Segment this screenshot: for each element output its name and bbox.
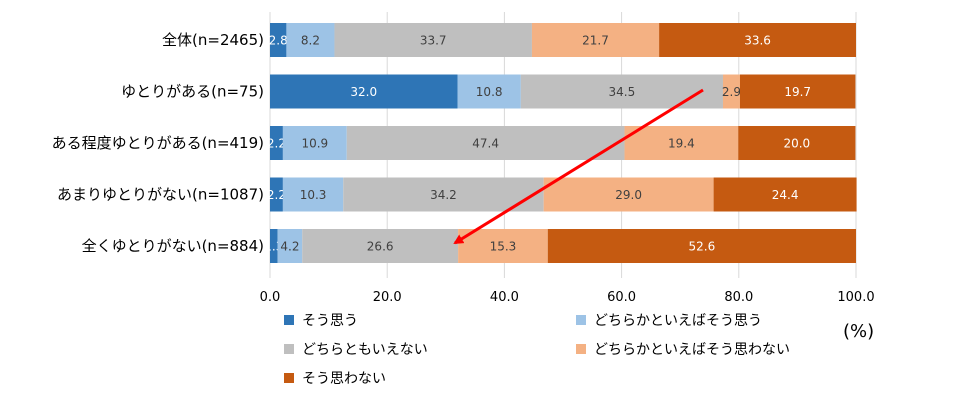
bar-segment bbox=[722, 74, 740, 109]
bar-segment bbox=[282, 126, 347, 160]
bar-segment bbox=[270, 177, 283, 212]
data-label: 10.9 bbox=[301, 137, 328, 151]
bar-segment bbox=[270, 229, 278, 263]
bar-segment bbox=[531, 23, 660, 57]
data-label: 10.8 bbox=[476, 85, 503, 99]
bar-segment bbox=[286, 23, 335, 57]
data-label: 26.6 bbox=[367, 240, 394, 254]
category-label: 全体(n=2465) bbox=[162, 31, 264, 49]
bar-segment bbox=[520, 74, 723, 109]
tick-label: 80.0 bbox=[724, 290, 753, 305]
data-label: 47.4 bbox=[472, 137, 499, 151]
bar-segment bbox=[346, 126, 625, 160]
data-label: 4.2 bbox=[280, 240, 299, 254]
data-label: 24.4 bbox=[772, 188, 799, 202]
legend-entry: そう思わない bbox=[302, 371, 386, 387]
category-labels: 全体(n=2465) ゆとりがある(n=75) ある程度ゆとりがある(n=419) あ… bbox=[52, 31, 264, 255]
data-label: 34.2 bbox=[430, 188, 457, 202]
data-label: 34.5 bbox=[609, 85, 636, 99]
bar-segment bbox=[713, 177, 857, 212]
data-label: 21.7 bbox=[582, 34, 609, 48]
data-label: 20.0 bbox=[783, 137, 810, 151]
tick-label: 20.0 bbox=[373, 290, 402, 305]
legend-swatch bbox=[576, 315, 586, 325]
bar-segment bbox=[282, 177, 344, 212]
data-label: 8.2 bbox=[301, 34, 320, 48]
bar-segment bbox=[624, 126, 739, 160]
bar-segment bbox=[334, 23, 532, 57]
trend-arrow bbox=[453, 88, 704, 245]
data-label: 2.2 bbox=[267, 188, 286, 202]
tick-label: 60.0 bbox=[607, 290, 636, 305]
bar-segment bbox=[739, 74, 856, 109]
legend-entry: そう思う bbox=[302, 313, 358, 329]
bar-segment bbox=[302, 229, 459, 263]
bar-segment bbox=[458, 229, 548, 263]
data-label: 32.0 bbox=[350, 85, 377, 99]
category-label: ある程度ゆとりがある(n=419) bbox=[52, 134, 264, 152]
data-label: 29.0 bbox=[615, 188, 642, 202]
bar-segment bbox=[547, 229, 856, 263]
bars: 2.8 8.2 33.7 21.7 33.6 32.0 10.8 34.5 2.9 19.7 2.2… bbox=[264, 23, 857, 263]
bar-segment bbox=[277, 229, 303, 263]
bar-segment bbox=[543, 177, 714, 212]
data-label: 19.4 bbox=[668, 137, 695, 151]
bar-segment bbox=[659, 23, 856, 57]
bar-segment bbox=[343, 177, 544, 212]
legend-entry: どちらかといえばそう思わない bbox=[594, 342, 790, 358]
data-label: 2.8 bbox=[269, 34, 288, 48]
legend-swatch bbox=[284, 344, 294, 354]
bar-segment bbox=[457, 74, 521, 109]
legend-swatch bbox=[284, 315, 294, 325]
legend-swatch bbox=[284, 373, 294, 383]
legend-entry: どちらともいえない bbox=[302, 342, 428, 358]
category-label: 全くゆとりがない(n=884) bbox=[82, 237, 264, 255]
unit-label: (%) bbox=[843, 321, 874, 342]
data-label: 33.6 bbox=[744, 34, 771, 48]
data-label: 2.2 bbox=[267, 137, 286, 151]
tick-label: 40.0 bbox=[490, 290, 519, 305]
bar-segment bbox=[270, 74, 458, 109]
data-label: 52.6 bbox=[689, 240, 716, 254]
trend-arrow-annotation bbox=[453, 88, 704, 245]
bar-segment bbox=[738, 126, 856, 160]
category-label: あまりゆとりがない(n=1087) bbox=[57, 186, 264, 204]
data-label: 33.7 bbox=[420, 34, 447, 48]
data-label: 19.7 bbox=[784, 85, 811, 99]
data-label: 2.9 bbox=[722, 85, 741, 99]
data-label: 15.3 bbox=[490, 240, 517, 254]
legend-entry: どちらかといえばそう思う bbox=[594, 313, 762, 329]
bar-segment bbox=[270, 126, 283, 160]
category-label: ゆとりがある(n=75) bbox=[121, 83, 264, 101]
tick-label: 0.0 bbox=[260, 290, 281, 305]
data-label: 10.3 bbox=[300, 188, 327, 202]
bar-segment bbox=[270, 23, 287, 57]
legend-swatch bbox=[576, 344, 586, 354]
x-axis-tick-labels: 0.0 20.0 40.0 60.0 80.0 100.0 bbox=[260, 290, 875, 305]
tick-label: 100.0 bbox=[837, 290, 874, 305]
